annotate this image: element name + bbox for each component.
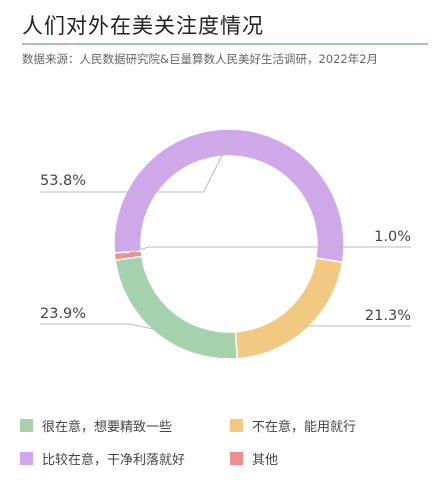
legend-swatch xyxy=(20,452,33,465)
legend-item-very-concerned[interactable]: 很在意，想要精致一些 xyxy=(20,416,230,435)
legend-label: 不在意，能用就行 xyxy=(252,420,357,435)
legend-swatch xyxy=(20,419,33,432)
legend-item-other[interactable]: 其他 xyxy=(230,449,430,468)
title-underline xyxy=(22,43,428,45)
legend-label: 比较在意，干净利落就好 xyxy=(42,453,186,468)
leader-line-somewhat-concerned xyxy=(40,132,234,193)
data-label-not-concerned: 21.3% xyxy=(365,308,411,324)
data-label-somewhat-concerned: 53.8% xyxy=(40,173,86,189)
donut-slice-somewhat-concerned[interactable] xyxy=(113,128,345,264)
chart-title: 人们对外在美关注度情况 xyxy=(22,14,264,38)
legend-label: 很在意，想要精致一些 xyxy=(42,420,173,435)
legend-item-somewhat-concerned[interactable]: 比较在意，干净利落就好 xyxy=(20,449,230,468)
data-label-other: 1.0% xyxy=(374,229,411,245)
donut-slice-other[interactable] xyxy=(113,250,143,262)
leader-line-very-concerned xyxy=(40,323,160,331)
donut-slice-not-concerned[interactable] xyxy=(234,257,344,360)
chart-legend: 很在意，想要精致一些 不在意，能用就行 比较在意，干净利落就好 其他 xyxy=(20,416,430,468)
data-source-note: 数据来源：人民数据研究院&巨量算数人民美好生活调研，2022年2月 xyxy=(22,52,379,66)
legend-item-not-concerned[interactable]: 不在意，能用就行 xyxy=(230,416,430,435)
legend-swatch xyxy=(230,452,243,465)
donut-slice-very-concerned[interactable] xyxy=(114,255,239,360)
legend-label: 其他 xyxy=(252,453,279,468)
data-label-very-concerned: 23.9% xyxy=(40,306,86,322)
legend-swatch xyxy=(230,419,243,432)
leader-line-other xyxy=(118,246,411,257)
